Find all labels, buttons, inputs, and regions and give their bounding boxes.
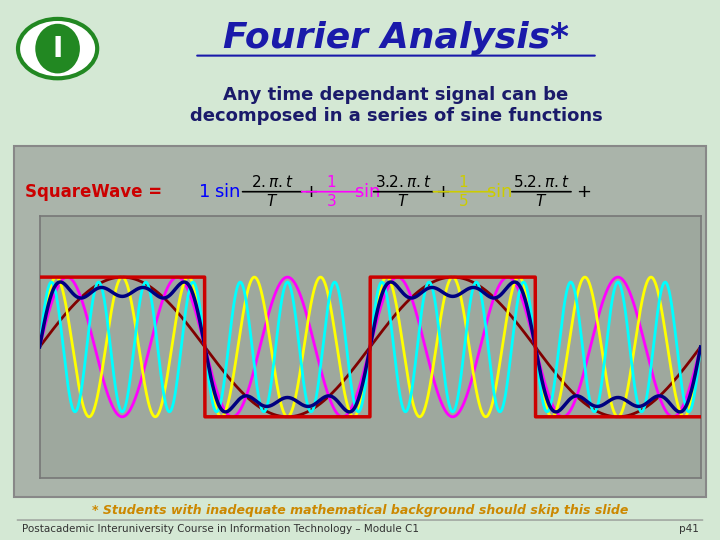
Ellipse shape: [35, 24, 80, 73]
Text: $3$: $3$: [326, 193, 336, 210]
FancyBboxPatch shape: [14, 146, 706, 497]
Text: I: I: [53, 35, 63, 63]
Text: $1\;\mathrm{sin}$: $1\;\mathrm{sin}$: [198, 183, 240, 201]
Circle shape: [18, 19, 97, 78]
Text: $T$: $T$: [397, 193, 410, 210]
Text: $T$: $T$: [535, 193, 548, 210]
Text: SquareWave =: SquareWave =: [25, 183, 162, 201]
Text: $+$: $+$: [303, 183, 319, 201]
Text: $5.2.\pi.t$: $5.2.\pi.t$: [513, 174, 570, 190]
Text: $1$: $1$: [326, 174, 336, 190]
Text: $+$: $+$: [435, 183, 451, 201]
Text: p41: p41: [678, 524, 698, 534]
Text: $5$: $5$: [458, 193, 468, 210]
Text: Fourier Analysis*: Fourier Analysis*: [223, 21, 569, 55]
Text: $+$: $+$: [575, 183, 591, 201]
Text: Any time dependant signal can be
decomposed in a series of sine functions: Any time dependant signal can be decompo…: [189, 86, 603, 125]
Text: * Students with inadequate mathematical background should skip this slide: * Students with inadequate mathematical …: [92, 504, 628, 517]
Text: $\mathrm{sin}$: $\mathrm{sin}$: [486, 183, 512, 201]
Text: $T$: $T$: [266, 193, 279, 210]
Text: $1$: $1$: [458, 174, 468, 190]
Text: Postacademic Interuniversity Course in Information Technology – Module C1: Postacademic Interuniversity Course in I…: [22, 524, 418, 534]
Text: $2.\pi.t$: $2.\pi.t$: [251, 174, 294, 190]
Text: $\mathrm{sin}$: $\mathrm{sin}$: [354, 183, 380, 201]
Text: $3.2.\pi.t$: $3.2.\pi.t$: [375, 174, 431, 190]
